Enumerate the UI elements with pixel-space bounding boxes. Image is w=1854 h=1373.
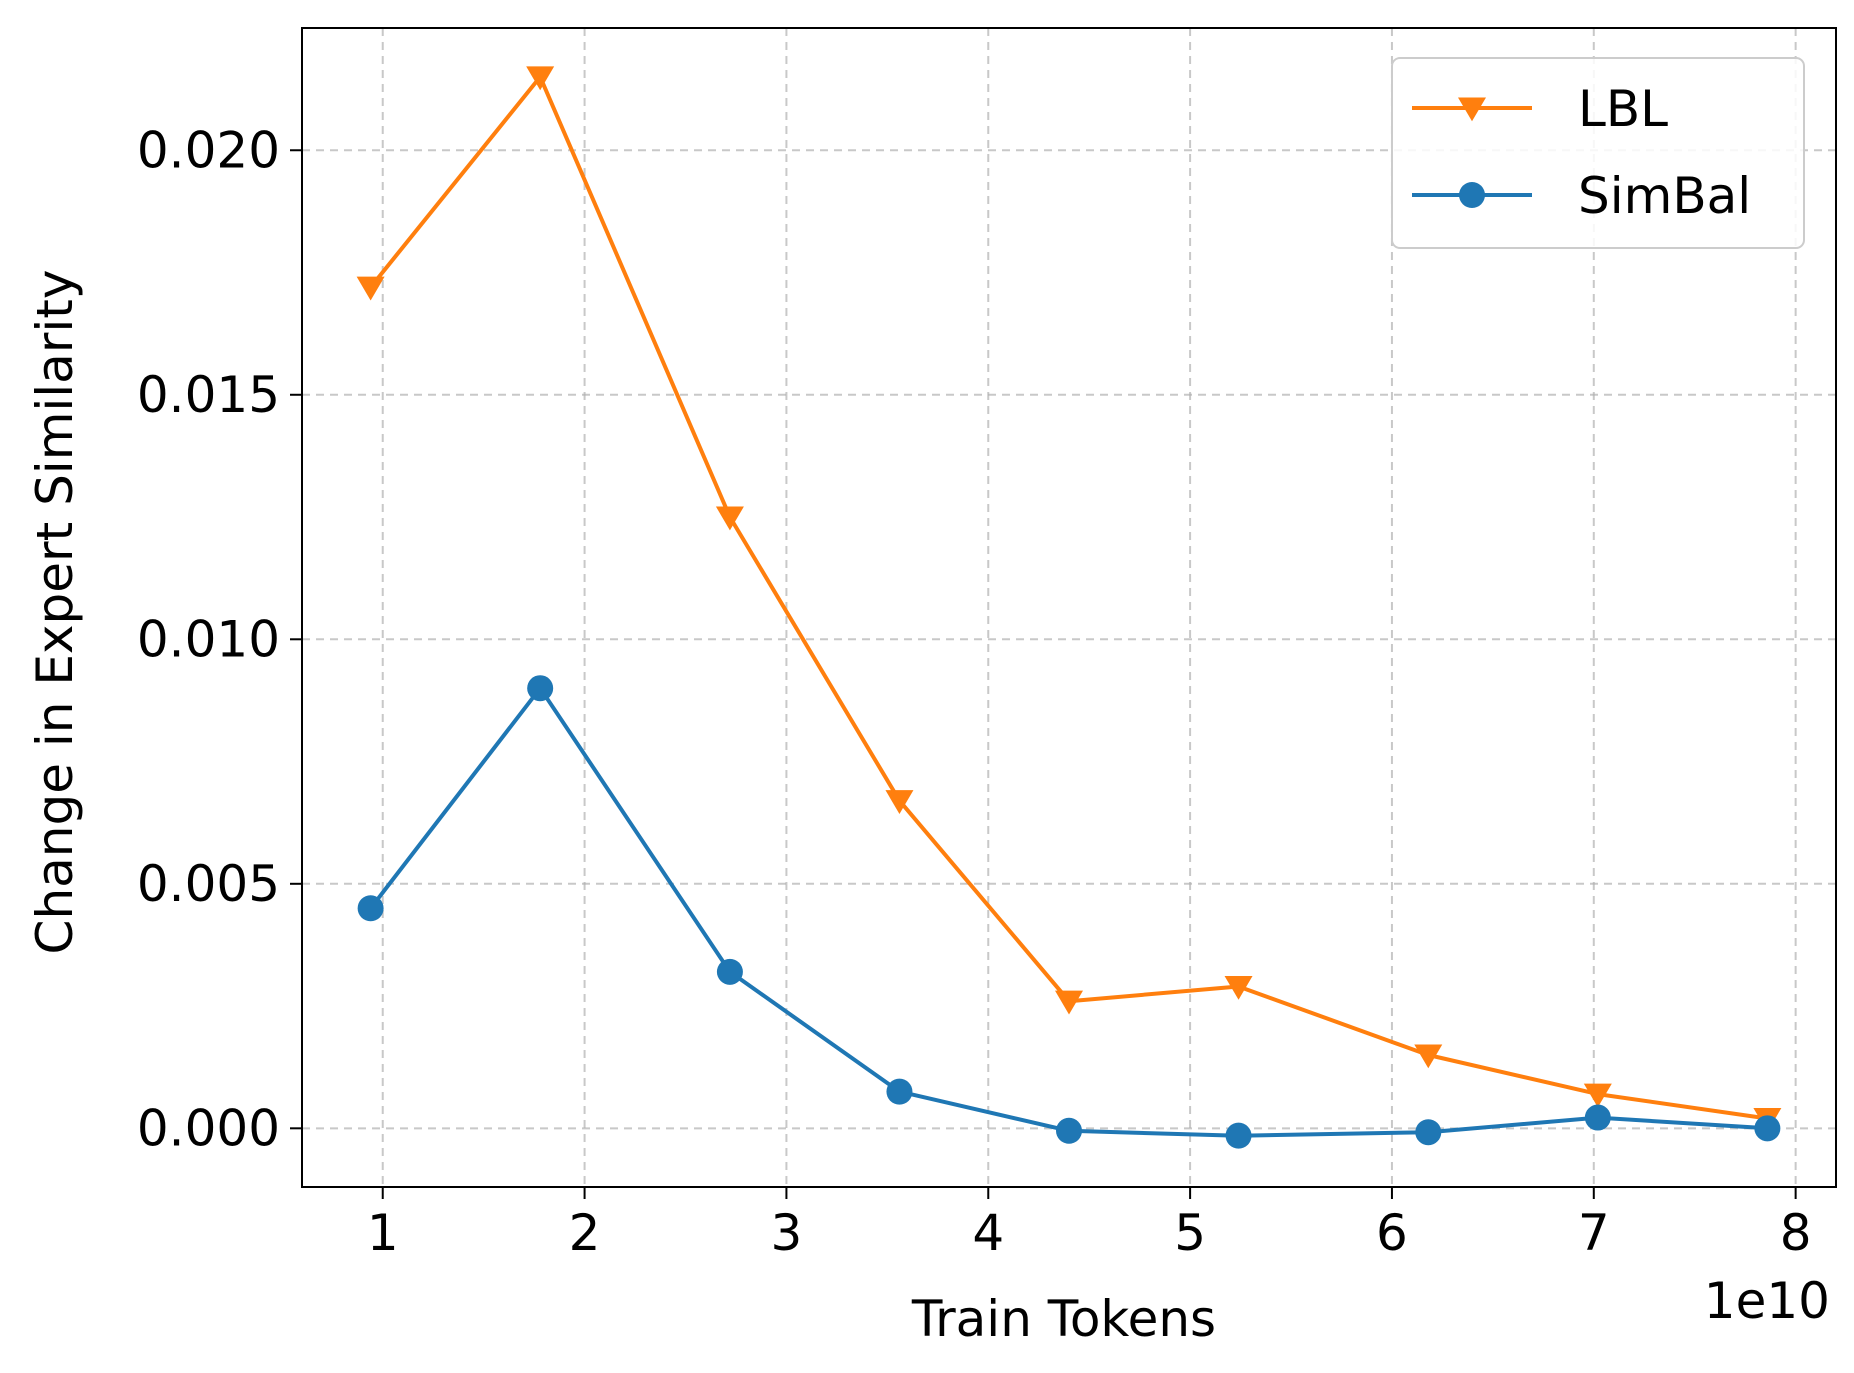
x-tick-label: 8 xyxy=(1780,1204,1812,1262)
data-point-simbal xyxy=(357,895,384,922)
data-point-lbl xyxy=(1583,1083,1612,1108)
data-point-lbl xyxy=(526,66,555,91)
x-tick-label: 4 xyxy=(972,1204,1004,1262)
legend-entry-simbal: SimBal xyxy=(1412,167,1751,225)
plot-frame xyxy=(301,27,1837,1188)
series-line-simbal xyxy=(369,686,1768,1138)
legend-box xyxy=(1391,57,1805,249)
series-markers xyxy=(356,66,1782,1149)
legend-marker-lbl xyxy=(1458,97,1486,122)
y-tick-label: 0.020 xyxy=(137,121,280,179)
y-axis-label: Change in Expert Similarity xyxy=(26,270,84,955)
data-point-lbl xyxy=(356,276,385,301)
legend-marker-simbal xyxy=(1459,182,1485,208)
legend-label-simbal: SimBal xyxy=(1578,167,1751,225)
data-point-lbl xyxy=(715,506,744,531)
y-tick-label: 0.005 xyxy=(137,855,280,913)
data-point-lbl xyxy=(885,790,914,814)
grid-lines xyxy=(302,28,1836,1187)
x-axis-offset-label: 1e10 xyxy=(1704,1272,1830,1330)
data-point-simbal xyxy=(1754,1115,1781,1142)
data-point-simbal xyxy=(716,958,743,985)
legend: LBL SimBal xyxy=(1391,57,1805,249)
y-tick-label: 0.015 xyxy=(137,366,280,424)
x-tick-label: 2 xyxy=(569,1204,601,1262)
data-point-simbal xyxy=(1225,1122,1252,1149)
x-tick-label: 6 xyxy=(1376,1204,1408,1262)
y-tick-label: 0.000 xyxy=(137,1099,280,1157)
data-point-simbal xyxy=(1584,1104,1611,1131)
x-tick-label: 5 xyxy=(1174,1204,1206,1262)
data-point-lbl xyxy=(1414,1044,1443,1069)
legend-entry-lbl: LBL xyxy=(1412,80,1668,138)
y-tick-label: 0.010 xyxy=(137,610,280,668)
x-tick-label: 3 xyxy=(771,1204,803,1262)
x-axis-ticks: 1 2 3 4 5 6 7 8 xyxy=(367,1187,1812,1262)
x-axis-label: Train Tokens xyxy=(911,1290,1216,1348)
data-point-simbal xyxy=(1056,1117,1082,1144)
y-axis-ticks: 0.000 0.005 0.010 0.015 0.020 xyxy=(137,121,302,1157)
data-point-lbl xyxy=(1224,975,1253,1000)
data-point-simbal xyxy=(527,675,554,702)
data-point-lbl xyxy=(1055,990,1083,1015)
data-point-simbal xyxy=(1415,1119,1442,1146)
x-tick-label: 7 xyxy=(1578,1204,1610,1262)
legend-label-lbl: LBL xyxy=(1578,80,1668,138)
data-point-simbal xyxy=(886,1078,913,1105)
x-tick-label: 1 xyxy=(367,1204,399,1262)
